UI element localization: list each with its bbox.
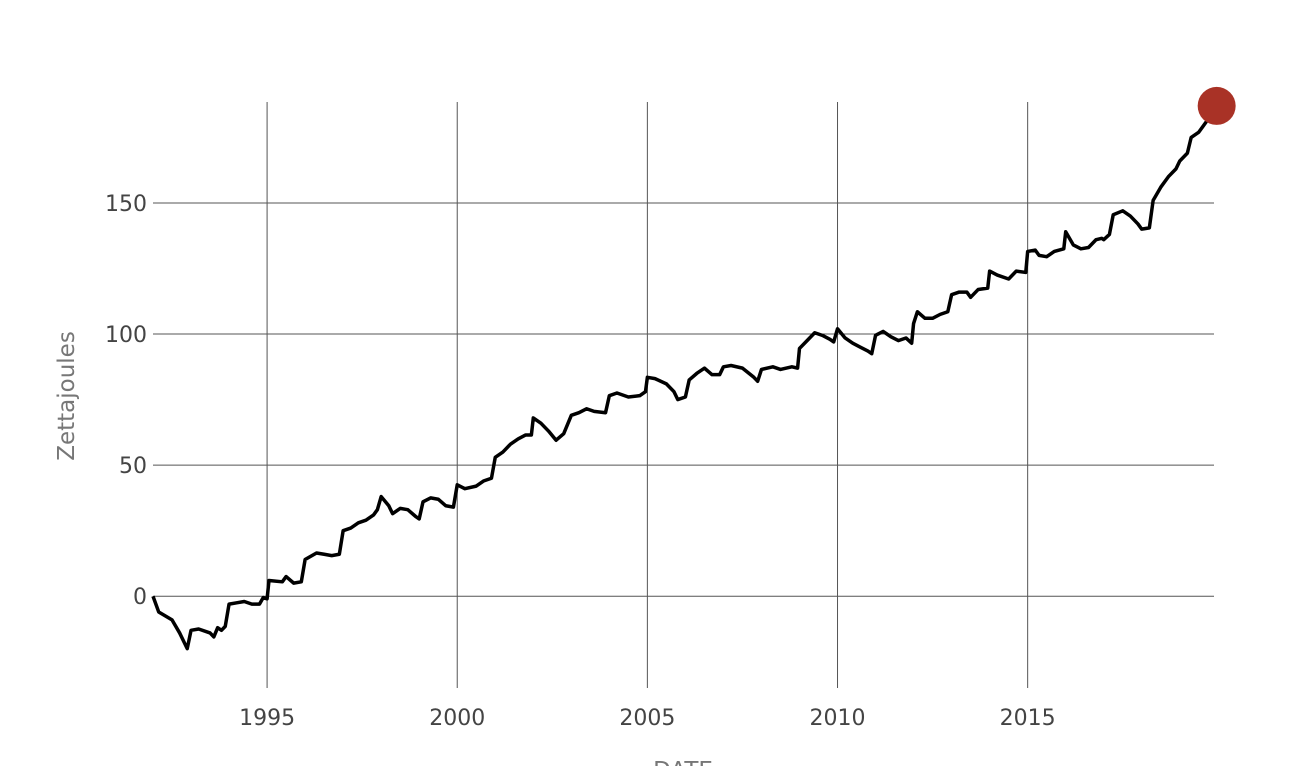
data-line bbox=[151, 104, 1219, 651]
x-axis-title: DATE bbox=[653, 758, 713, 766]
y-axis-title: Zettajoules bbox=[54, 331, 80, 461]
x-tick-label: 2000 bbox=[429, 706, 485, 731]
x-tick-label: 2005 bbox=[619, 706, 675, 731]
x-tick-label: 1995 bbox=[239, 706, 295, 731]
y-tick-label: 50 bbox=[119, 454, 147, 479]
x-tick-label: 2010 bbox=[810, 706, 866, 731]
y-tick-label: 150 bbox=[105, 192, 147, 217]
x-tick-label: 2015 bbox=[1000, 706, 1056, 731]
y-tick-label: 100 bbox=[105, 323, 147, 348]
y-tick-label: 0 bbox=[133, 585, 147, 610]
highlight-point bbox=[1197, 86, 1236, 125]
